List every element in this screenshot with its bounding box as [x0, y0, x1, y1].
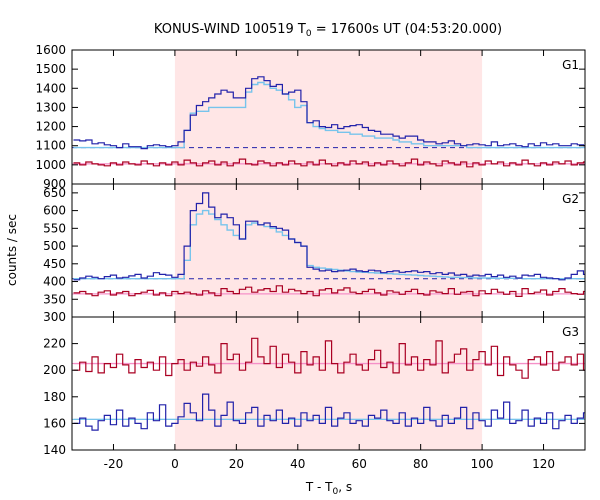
- y-tick-label: 350: [43, 292, 66, 306]
- y-tick-label: 1000: [35, 158, 66, 172]
- series-lower: [73, 285, 585, 297]
- shaded-interval: [174, 317, 483, 450]
- x-axis-label: T - T0, s: [305, 480, 352, 497]
- y-tick-label: 1200: [35, 120, 66, 134]
- panel-frame: [71, 316, 586, 451]
- x-tick-label: 120: [532, 457, 555, 471]
- chart-title-pre: KONUS-WIND 100519 T: [154, 22, 306, 37]
- shaded-interval: [174, 184, 483, 317]
- y-tick-label: 500: [43, 239, 66, 253]
- series-lower: [73, 158, 585, 168]
- x-tick-label: 0: [171, 457, 179, 471]
- panel-series: [72, 76, 585, 168]
- y-tick-label: 1300: [35, 100, 66, 114]
- y-tick-label: 900: [43, 177, 66, 191]
- y-tick-label: 1600: [35, 43, 66, 57]
- series-lower: [73, 393, 585, 431]
- panels: 9001000110012001300140015001600G13003504…: [35, 43, 586, 471]
- panel-label: G3: [562, 325, 579, 339]
- panel-g3: 140 160 180 200 220 -20 0 20 40 60 80 100 120 G3: [43, 316, 586, 471]
- y-tick-label: 200: [43, 363, 66, 377]
- panel-series: [72, 337, 585, 431]
- x-tick-label: -20: [104, 457, 124, 471]
- panel-series: [72, 192, 585, 297]
- y-axis-label: counts / sec: [5, 214, 19, 286]
- y-tick-label: 160: [43, 416, 66, 430]
- y-tick-label: 300: [43, 310, 66, 324]
- y-tick-label: 1100: [35, 139, 66, 153]
- x-tick-label: 80: [413, 457, 428, 471]
- y-tick-label: 450: [43, 257, 66, 271]
- series-upper-model: [73, 209, 585, 280]
- panel-g1: 900 1000 1100 1200 1300 1400 1500 1600 G1: [35, 43, 586, 191]
- x-axis-label-pre: T - T: [305, 480, 333, 494]
- series-upper: [73, 192, 585, 281]
- chart-title-post: = 17600s UT (04:53:20.000): [312, 22, 502, 37]
- x-axis-label-post: , s: [338, 480, 352, 494]
- x-tick-label: 60: [352, 457, 367, 471]
- y-tick-label: 1400: [35, 81, 66, 95]
- series-upper: [73, 337, 585, 379]
- x-tick-label: 40: [290, 457, 305, 471]
- y-tick-label: 400: [43, 275, 66, 289]
- panel-label: G2: [562, 192, 579, 206]
- y-tick-label: 180: [43, 390, 66, 404]
- y-tick-label: 1500: [35, 62, 66, 76]
- chart-title: KONUS-WIND 100519 T0 = 17600s UT (04:53:…: [154, 22, 502, 39]
- chart-title-sub: 0: [306, 29, 312, 39]
- panel-label: G1: [562, 58, 579, 72]
- x-tick-label: 20: [229, 457, 244, 471]
- y-tick-label: 220: [43, 337, 66, 351]
- series-upper: [73, 76, 585, 150]
- panel-g2: 300 350 400 450 500 550 600 650 G2: [43, 183, 586, 324]
- y-tick-label: 550: [43, 221, 66, 235]
- x-tick-label: 100: [471, 457, 494, 471]
- x-axis-label-sub: 0: [333, 487, 339, 497]
- y-tick-label: 600: [43, 204, 66, 218]
- y-tick-label: 650: [43, 186, 66, 200]
- y-tick-label: 140: [43, 443, 66, 457]
